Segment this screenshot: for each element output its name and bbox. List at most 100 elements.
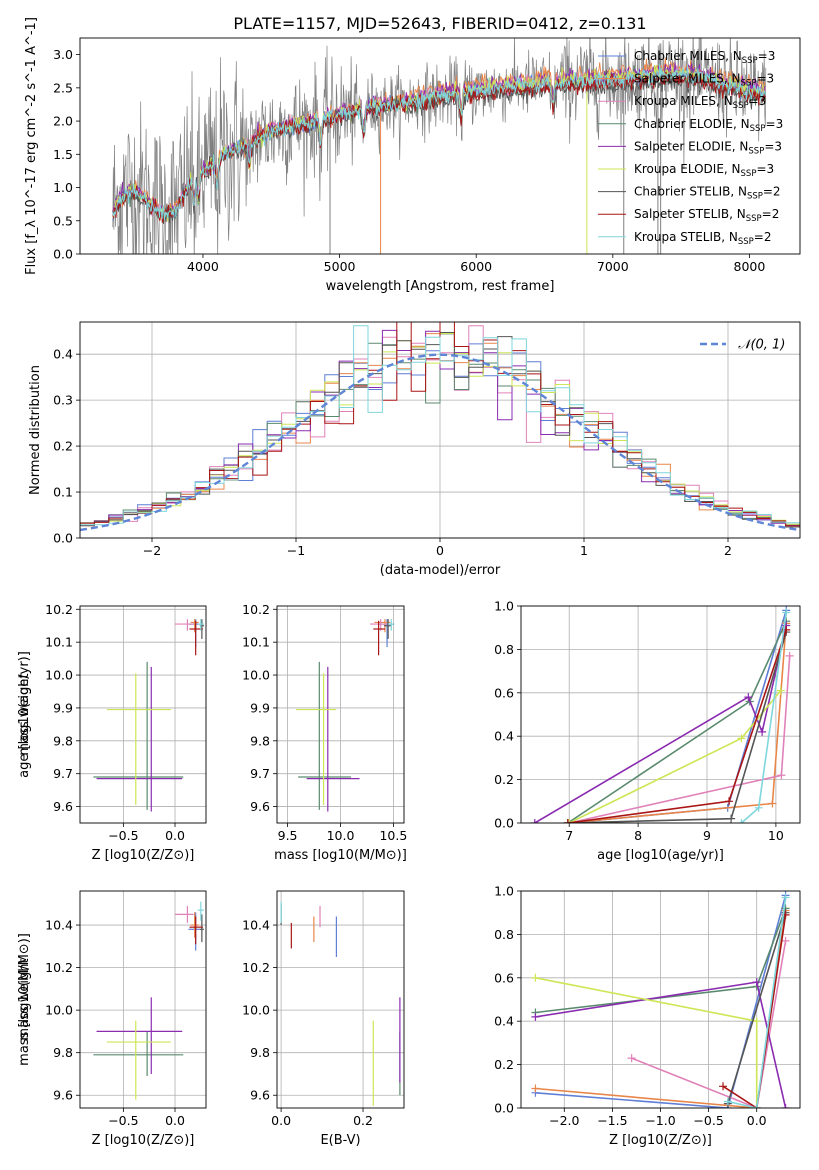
weight-series-line xyxy=(567,610,787,823)
y-tick-label: 1.0 xyxy=(494,884,514,899)
axes-frame xyxy=(520,890,801,1109)
y-tick-label: 10.1 xyxy=(45,635,73,650)
legend-entry: Chabrier MILES, NSSP=3 xyxy=(634,49,775,66)
weight-marker xyxy=(781,893,790,902)
weight-marker xyxy=(727,814,736,823)
residuals-panel: −2 −1 0 1 2 0.0 0.1 0.2 0.3 0.4 (data-model)/error… xyxy=(28,321,801,578)
weight-series-line xyxy=(631,940,787,1108)
legend-text: Salpeter STELIB, N xyxy=(634,207,746,221)
y-tick-label: 0.0 xyxy=(494,816,514,831)
weight-marker xyxy=(768,799,777,808)
y-tick-label: 10.0 xyxy=(45,1003,73,1018)
weight-marker xyxy=(531,1084,540,1093)
x-axis-label: (data-model)/error xyxy=(380,563,501,578)
x-tick-label: 8 xyxy=(634,828,642,843)
y-tick-label: 10.0 xyxy=(45,668,73,683)
errorbar-point xyxy=(106,1020,171,1100)
y-tick-label: 10.2 xyxy=(45,960,73,975)
y-tick-label: 10.2 xyxy=(242,960,270,975)
y-tick-label: 9.7 xyxy=(53,766,73,781)
y-tick-label: 0.4 xyxy=(53,347,73,362)
x-tick-label: 5000 xyxy=(324,259,356,274)
weight-marker xyxy=(777,771,786,780)
legend-entry: Chabrier STELIB, NSSP=2 xyxy=(634,185,781,202)
legend-entry: Salpeter ELODIE, NSSP=3 xyxy=(634,139,782,156)
gridlines xyxy=(80,891,206,1108)
x-tick-label: 0.0 xyxy=(165,1113,185,1128)
x-tick-label: 9 xyxy=(703,828,711,843)
mass-vs-EBV-panel: 0.0 0.2 9.6 9.8 10.0 10.2 10.4 E(B-V) xyxy=(242,890,405,1148)
x-tick-label: 0.0 xyxy=(165,828,185,843)
y-tick-label: 0.4 xyxy=(494,729,514,744)
y-tick-label: 2.5 xyxy=(53,80,73,95)
legend-entry: Kroupa MILES, NSSP=3 xyxy=(634,94,766,111)
y-tick-label: 9.8 xyxy=(53,733,73,748)
x-axis-label: wavelength [Angstrom, rest frame] xyxy=(326,279,555,294)
legend-text: Salpeter MILES, N xyxy=(634,72,741,86)
errorbar-point xyxy=(106,673,171,805)
x-tick-label: 2 xyxy=(724,543,732,558)
errorbar-point xyxy=(197,619,204,631)
y-axis-label: age [log10(age/yr)] xyxy=(17,651,32,778)
y-tick-label: 0.2 xyxy=(53,439,73,454)
x-tick-label: 0.0 xyxy=(271,1113,291,1128)
legend-entry: Kroupa ELODIE, NSSP=3 xyxy=(634,162,774,179)
weight-marker xyxy=(782,608,791,617)
y-tick-label: 0.0 xyxy=(494,1101,514,1116)
x-tick-label: 9.5 xyxy=(278,828,298,843)
legend-subscript: SSP xyxy=(733,101,749,111)
weight-marker xyxy=(723,1097,732,1106)
axes-frame xyxy=(276,605,405,824)
weight-marker xyxy=(758,727,767,736)
axes-frame xyxy=(79,321,801,539)
errorbar-point xyxy=(197,901,204,921)
weight-vs-age-panel: 7 8 9 10 0.0 0.2 0.4 0.6 0.8 1.0 age [log10(age/yr… xyxy=(17,599,801,863)
x-tick-label: −2 xyxy=(143,543,161,558)
y-tick-label: 10.2 xyxy=(45,602,73,617)
errorbar-point xyxy=(96,666,183,812)
x-tick-label: 7000 xyxy=(597,259,629,274)
weight-marker xyxy=(719,1082,728,1091)
y-tick-label: 0.6 xyxy=(494,970,514,985)
legend-text: Kroupa ELODIE, N xyxy=(634,162,741,176)
weight-series-line xyxy=(727,912,787,1104)
legend-subscript: SSP xyxy=(748,146,764,156)
axes-frame xyxy=(79,890,207,1109)
y-tick-label: 1.0 xyxy=(53,180,73,195)
y-tick-label: 0.6 xyxy=(494,685,514,700)
y-tick-label: 9.6 xyxy=(250,799,270,814)
errorbar-point xyxy=(190,619,199,633)
legend-suffix: =2 xyxy=(762,207,780,221)
x-axis-label: Z [log10(Z/Z⊙)] xyxy=(609,1133,712,1148)
errorbar-point xyxy=(93,661,184,810)
weight-marker xyxy=(781,936,790,945)
x-tick-label: 10.0 xyxy=(327,828,355,843)
legend-subscript: SSP xyxy=(738,237,754,247)
figure-title: PLATE=1157, MJD=52643, FIBERID=0412, z=0… xyxy=(233,14,646,33)
weight-marker xyxy=(725,797,734,806)
gridlines xyxy=(277,606,404,823)
weight-marker xyxy=(785,651,794,660)
errorbar-point xyxy=(306,666,360,812)
weight-series-line xyxy=(535,895,787,1108)
legend-suffix: =3 xyxy=(756,72,774,86)
normal-legend-label: 𝒩(0, 1) xyxy=(738,338,785,353)
x-tick-label: −1.0 xyxy=(645,1113,675,1128)
weight-vs-Z-panel: −2.0 −1.5 −1.0 −0.5 0.0 0.0 0.2 0.4 0.6 0.8 1.0 Z [… xyxy=(17,884,801,1148)
x-tick-label: 4000 xyxy=(187,259,219,274)
normal-curve-line xyxy=(80,353,800,532)
x-tick-label: −1 xyxy=(287,543,305,558)
weight-marker xyxy=(754,803,763,812)
y-tick-label: 10.4 xyxy=(45,918,73,933)
legend-entry: Kroupa STELIB, NSSP=2 xyxy=(634,230,772,247)
x-axis-label: age [log10(age/yr)] xyxy=(597,848,724,863)
y-tick-label: 10.0 xyxy=(242,668,270,683)
y-tick-label: 10.4 xyxy=(242,918,270,933)
x-tick-label: −1.5 xyxy=(597,1113,627,1128)
legend-entry: Salpeter MILES, NSSP=3 xyxy=(634,72,774,89)
y-tick-label: 9.8 xyxy=(250,1045,270,1060)
y-axis-label: Flux [f_λ 10^-17 erg cm^-2 s^-1 A^-1] xyxy=(24,17,39,275)
y-tick-label: 0.8 xyxy=(494,927,514,942)
errorbar-point xyxy=(383,619,392,639)
